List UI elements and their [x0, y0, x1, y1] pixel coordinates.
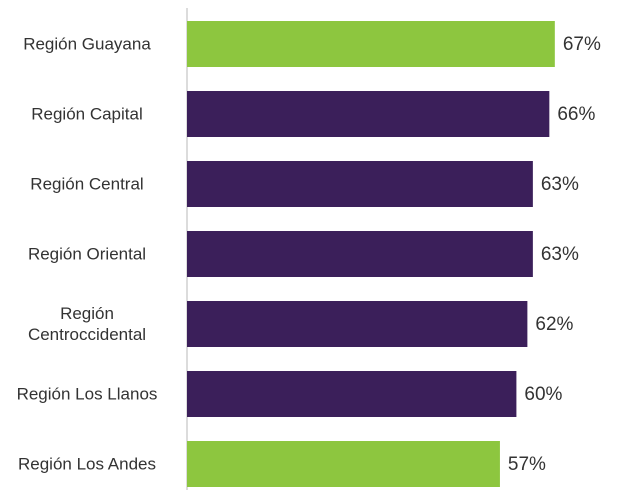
value-label: 62%	[535, 314, 573, 335]
bar	[187, 301, 528, 347]
value-label: 63%	[541, 244, 579, 265]
category-label: Región Guayana	[23, 34, 151, 54]
bar	[187, 161, 533, 207]
value-label: 60%	[524, 384, 562, 405]
value-label: 67%	[563, 34, 601, 55]
value-label: 63%	[541, 174, 579, 195]
category-label: Región Los Llanos	[16, 384, 158, 404]
bar	[187, 371, 517, 417]
category-label: Región Los Andes	[18, 454, 156, 474]
bar	[187, 441, 500, 487]
bar	[187, 21, 555, 67]
bar	[187, 231, 533, 277]
category-label: Región Centroccidental	[27, 304, 147, 344]
bar	[187, 91, 550, 137]
category-label: Región Oriental	[27, 244, 147, 264]
category-label: Región Capital	[31, 104, 143, 124]
value-label: 57%	[508, 454, 546, 475]
category-label: Región Central	[30, 174, 144, 194]
value-label: 66%	[557, 104, 595, 125]
